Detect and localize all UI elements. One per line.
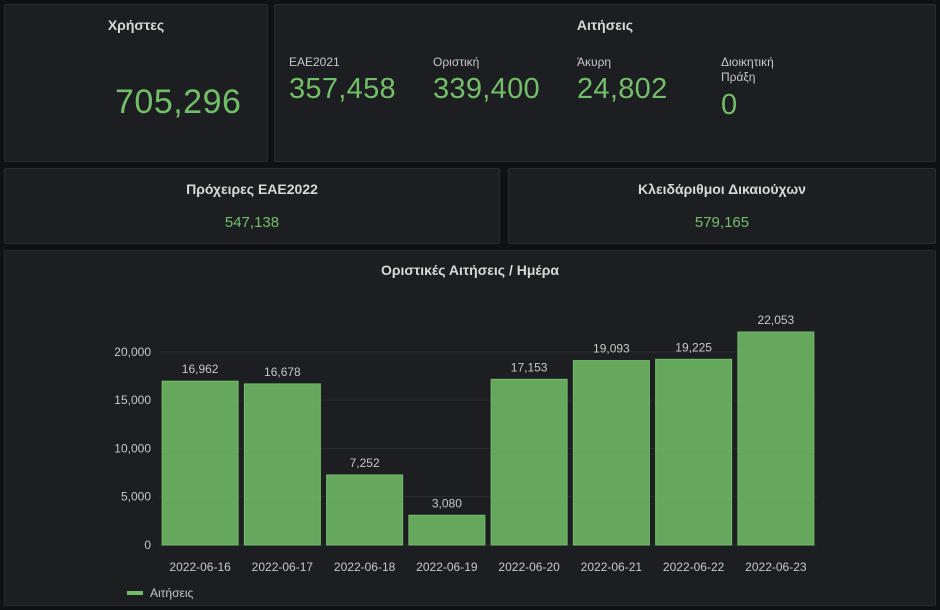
requests-panel: Αιτήσεις ΕΑΕ2021 357,458 Οριστική 339,40…: [274, 4, 936, 162]
x-tick-label: 2022-06-20: [498, 560, 560, 574]
bar: [326, 474, 404, 546]
bar-value-label: 7,252: [350, 456, 380, 470]
legend-label: Αιτήσεις: [150, 586, 194, 600]
users-panel-title: Χρήστες: [107, 17, 165, 33]
bar: [737, 331, 815, 546]
y-tick-label: 20,000: [114, 345, 151, 359]
bar: [243, 383, 321, 546]
x-tick-label: 2022-06-19: [416, 560, 478, 574]
chart-panel: Οριστικές Αιτήσεις / Ημέρα 0 5,000 10,000 1…: [4, 250, 936, 606]
bar-value-label: 19,093: [593, 342, 630, 356]
stat-label-admin-act: Διοικητική Πράξη: [721, 55, 774, 84]
users-count: 705,296: [115, 83, 242, 121]
bar-value-label: 3,080: [432, 496, 462, 510]
bar-value-label: 16,962: [182, 362, 219, 376]
y-tick-label: 0: [144, 538, 151, 552]
y-tick-label: 10,000: [114, 441, 151, 455]
bar-value-label: 17,153: [511, 360, 548, 374]
keys-panel: Κλειδάριθμοι Δικαιούχων 579,165: [508, 168, 936, 244]
chart-title: Οριστικές Αιτήσεις / Ημέρα: [380, 262, 560, 278]
drafts-panel: Πρόχειρες ΕΑΕ2022 547,138: [4, 168, 500, 244]
stat-label-eae2021: ΕΑΕ2021: [289, 55, 340, 69]
x-tick-label: 2022-06-18: [334, 560, 396, 574]
bar: [490, 378, 568, 546]
legend-swatch: [127, 591, 143, 595]
keys-panel-title: Κλειδάριθμοι Δικαιούχων: [638, 181, 806, 197]
bar: [408, 514, 486, 546]
bar-chart: 0 5,000 10,000 15,000 20,000 16,962 2022-06-16…: [114, 313, 817, 600]
x-tick-label: 2022-06-23: [745, 560, 807, 574]
bar-value-label: 16,678: [264, 365, 301, 379]
users-panel: Χρήστες 705,296: [4, 4, 268, 162]
y-tick-label: 5,000: [121, 490, 151, 504]
requests-panel-title: Αιτήσεις: [576, 17, 634, 33]
bar: [161, 380, 239, 546]
keys-count: 579,165: [694, 214, 750, 231]
x-tick-label: 2022-06-22: [663, 560, 725, 574]
stat-value-eae2021: 357,458: [289, 73, 396, 105]
stat-value-void: 24,802: [577, 73, 668, 105]
stat-label-void: Άκυρη: [577, 55, 612, 69]
stat-value-final: 339,400: [433, 73, 540, 105]
bar: [655, 358, 733, 546]
x-tick-label: 2022-06-21: [581, 560, 643, 574]
x-tick-label: 2022-06-16: [169, 560, 231, 574]
y-tick-label: 15,000: [114, 393, 151, 407]
bar-value-label: 19,225: [675, 340, 712, 354]
bar: [572, 360, 650, 546]
x-tick-label: 2022-06-17: [252, 560, 314, 574]
stat-label-final: Οριστική: [433, 55, 480, 69]
drafts-panel-title: Πρόχειρες ΕΑΕ2022: [186, 181, 318, 197]
stat-value-admin-act: 0: [721, 89, 738, 121]
drafts-count: 547,138: [224, 214, 280, 231]
bar-value-label: 22,053: [758, 313, 795, 327]
